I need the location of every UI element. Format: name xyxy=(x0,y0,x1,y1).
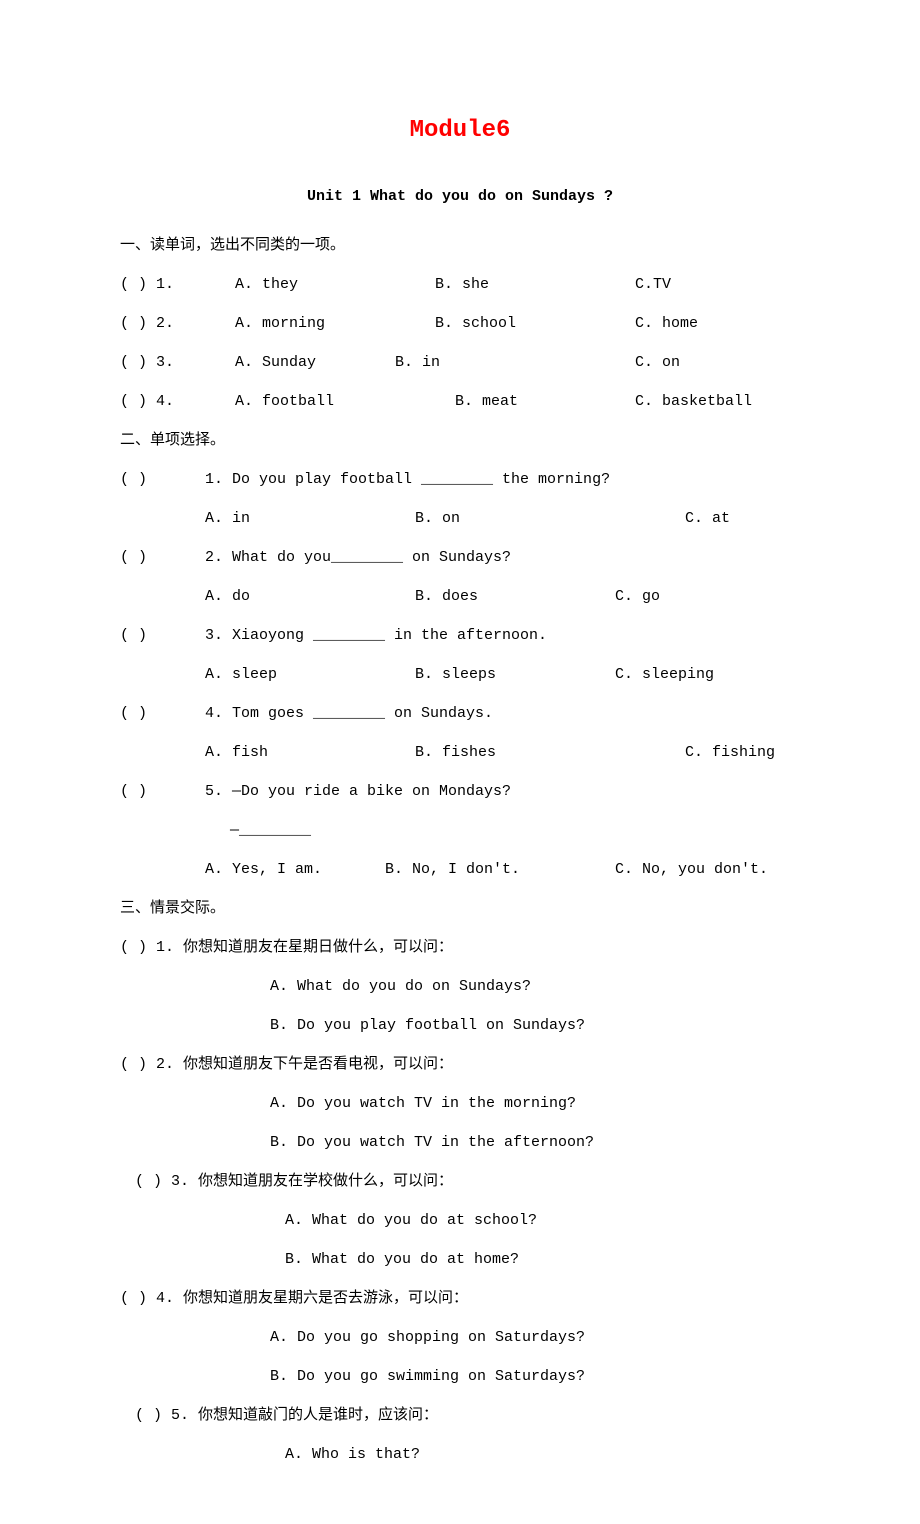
s3-q3: ( ) 3. 你想知道朋友在学校做什么，可以问： xyxy=(120,1162,800,1201)
s1-q3: ( ) 3. A. Sunday B. in C. on xyxy=(120,343,800,382)
section1-heading: 一、读单词，选出不同类的一项。 xyxy=(120,226,800,265)
option-b: B. meat xyxy=(455,382,635,421)
s3-q1: ( ) 1. 你想知道朋友在星期日做什么，可以问： xyxy=(120,928,800,967)
paren: ( ) xyxy=(120,460,205,499)
paren: ( ) 1. xyxy=(120,265,235,304)
option-c: C. sleeping xyxy=(615,655,800,694)
s2-q2-options: A. do B. does C. go xyxy=(205,577,800,616)
s3-q1-a: A. What do you do on Sundays? xyxy=(270,967,800,1006)
question-text: 5. —Do you ride a bike on Mondays? xyxy=(205,772,800,811)
s2-q5-dash: —________ xyxy=(230,811,800,850)
s2-q4-options: A. fish B. fishes C. fishing xyxy=(205,733,800,772)
s3-q3-b: B. What do you do at home? xyxy=(285,1240,800,1279)
option-a: A. morning xyxy=(235,304,435,343)
module-title: Module6 xyxy=(120,100,800,162)
option-b: B. sleeps xyxy=(415,655,615,694)
option-c: C. basketball xyxy=(635,382,752,421)
option-b: B. she xyxy=(435,265,635,304)
question-text: 2. What do you________ on Sundays? xyxy=(205,538,800,577)
s2-q3: ( ) 3. Xiaoyong ________ in the afternoo… xyxy=(120,616,800,655)
option-a: A. do xyxy=(205,577,415,616)
s3-q2-a: A. Do you watch TV in the morning? xyxy=(270,1084,800,1123)
option-b: B. does xyxy=(415,577,615,616)
option-c: C.TV xyxy=(635,265,671,304)
option-a: A. in xyxy=(205,499,415,538)
s3-q4: ( ) 4. 你想知道朋友星期六是否去游泳，可以问： xyxy=(120,1279,800,1318)
paren: ( ) xyxy=(120,538,205,577)
s1-q1: ( ) 1. A. they B. she C.TV xyxy=(120,265,800,304)
paren: ( ) 3. xyxy=(120,343,235,382)
option-a: A. they xyxy=(235,265,435,304)
s3-q5: ( ) 5. 你想知道敲门的人是谁时，应该问： xyxy=(120,1396,800,1435)
option-c: C. on xyxy=(635,343,680,382)
option-c: C. at xyxy=(615,499,800,538)
s2-q4: ( ) 4. Tom goes ________ on Sundays. xyxy=(120,694,800,733)
s3-q4-a: A. Do you go shopping on Saturdays? xyxy=(270,1318,800,1357)
s3-q3-a: A. What do you do at school? xyxy=(285,1201,800,1240)
paren: ( ) xyxy=(120,694,205,733)
option-c: C. fishing xyxy=(685,733,800,772)
question-text: 1. Do you play football ________ the mor… xyxy=(205,460,800,499)
option-c: C. go xyxy=(615,577,800,616)
s3-q2: ( ) 2. 你想知道朋友下午是否看电视，可以问： xyxy=(120,1045,800,1084)
option-a: A. Yes, I am. xyxy=(205,850,385,889)
option-b: B. No, I don't. xyxy=(385,850,615,889)
option-b: B. in xyxy=(395,343,635,382)
s2-q1-options: A. in B. on C. at xyxy=(205,499,800,538)
paren: ( ) xyxy=(120,616,205,655)
option-b: B. fishes xyxy=(415,733,685,772)
question-text: 4. Tom goes ________ on Sundays. xyxy=(205,694,800,733)
option-b: B. on xyxy=(415,499,615,538)
s3-q5-a: A. Who is that? xyxy=(285,1435,800,1474)
s1-q2: ( ) 2. A. morning B. school C. home xyxy=(120,304,800,343)
s2-q3-options: A. sleep B. sleeps C. sleeping xyxy=(205,655,800,694)
s2-q5: ( ) 5. —Do you ride a bike on Mondays? xyxy=(120,772,800,811)
question-text: 3. Xiaoyong ________ in the afternoon. xyxy=(205,616,800,655)
s3-q1-b: B. Do you play football on Sundays? xyxy=(270,1006,800,1045)
option-c: C. No, you don't. xyxy=(615,850,800,889)
s1-q4: ( ) 4. A. football B. meat C. basketball xyxy=(120,382,800,421)
s2-q1: ( ) 1. Do you play football ________ the… xyxy=(120,460,800,499)
paren: ( ) 4. xyxy=(120,382,235,421)
unit-title: Unit 1 What do you do on Sundays ? xyxy=(120,177,800,216)
option-a: A. Sunday xyxy=(235,343,395,382)
option-a: A. football xyxy=(235,382,455,421)
section2-heading: 二、单项选择。 xyxy=(120,421,800,460)
s3-q2-b: B. Do you watch TV in the afternoon? xyxy=(270,1123,800,1162)
option-b: B. school xyxy=(435,304,635,343)
option-c: C. home xyxy=(635,304,698,343)
paren: ( ) 2. xyxy=(120,304,235,343)
option-a: A. sleep xyxy=(205,655,415,694)
s2-q2: ( ) 2. What do you________ on Sundays? xyxy=(120,538,800,577)
s3-q4-b: B. Do you go swimming on Saturdays? xyxy=(270,1357,800,1396)
option-a: A. fish xyxy=(205,733,415,772)
section3-heading: 三、情景交际。 xyxy=(120,889,800,928)
paren: ( ) xyxy=(120,772,205,811)
s2-q5-options: A. Yes, I am. B. No, I don't. C. No, you… xyxy=(205,850,800,889)
